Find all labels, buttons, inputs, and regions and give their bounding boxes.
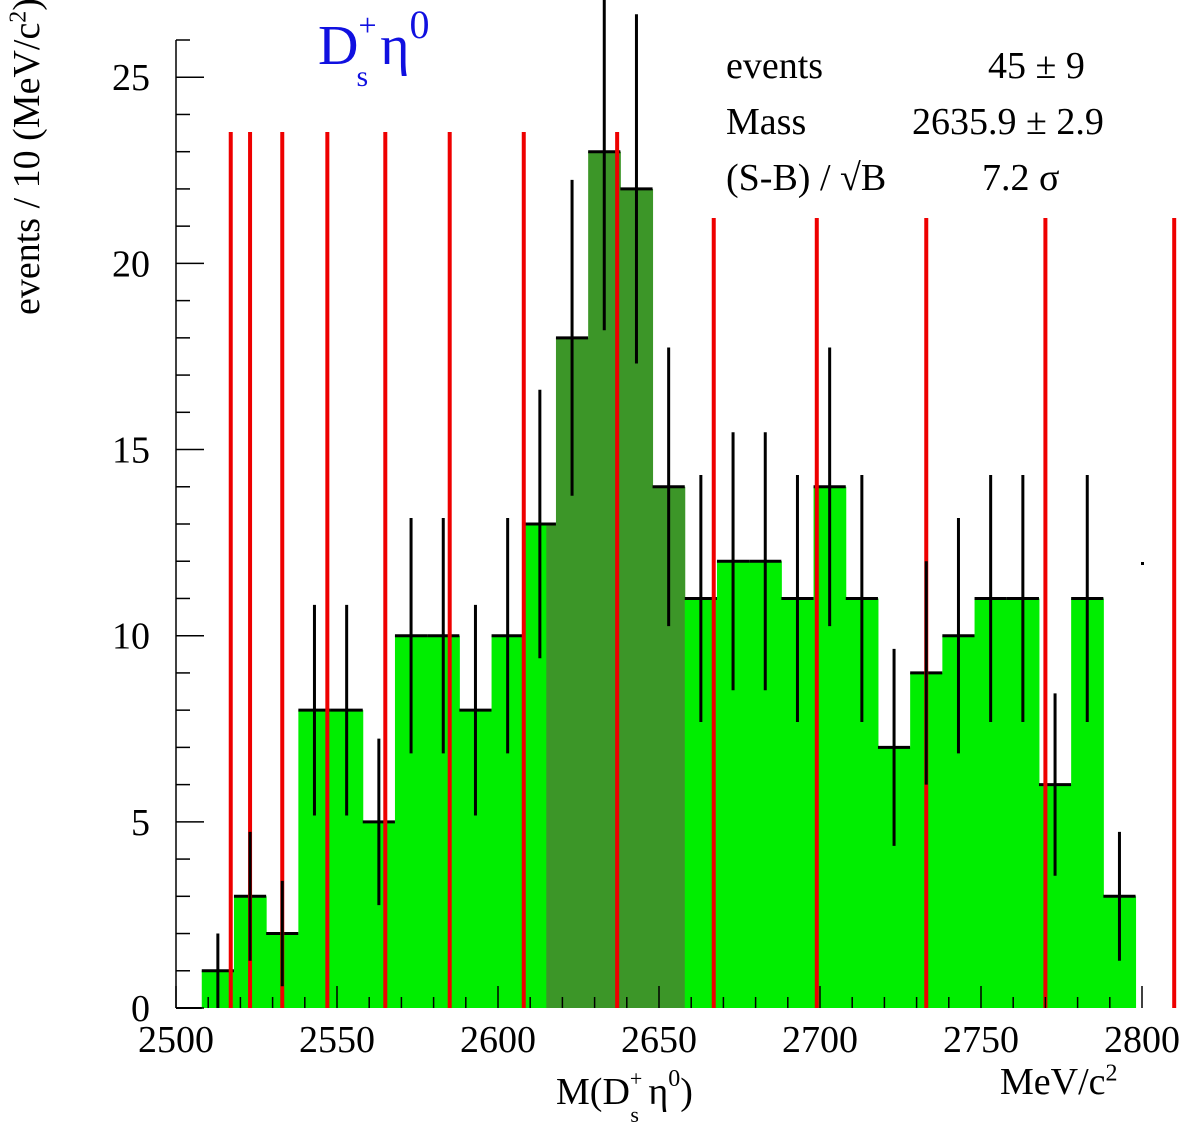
y-tick-label: 20 [112,243,150,285]
stat-mass-value: 2635.9 ± 2.9 [912,101,1104,143]
tick-labels: 0 5 10 15 20 25 2500 2550 2600 2650 2700 2750 2800 [112,57,1180,1061]
title-sup: + [358,7,377,43]
x-tick-label: 2700 [782,1019,858,1061]
histogram-bar [523,524,547,1008]
y-tick-label: 0 [131,988,150,1030]
y-axis-label: events / 10 (MeV/c2) [5,0,48,315]
stat-events-label: events [726,45,824,87]
title-sub: s [356,60,369,93]
histogram-bar [546,524,557,1008]
x-tick-label: 2500 [138,1019,214,1061]
axes [175,39,1144,1009]
y-tick-label: 25 [112,57,150,99]
marker-dot [1141,562,1144,565]
stat-signif-value: 7.2 σ [982,157,1060,199]
stat-mass-label: Mass [726,101,807,143]
stat-events-value: 45 ± 9 [988,45,1085,87]
y-tick-label: 10 [112,616,150,658]
chart-title: D+ s η0 [318,5,429,92]
x-tick-label: 2650 [621,1019,697,1061]
y-tick-label: 15 [112,430,150,472]
y-tick-label: 5 [131,802,150,844]
x-tick-label: 2550 [299,1019,375,1061]
title-particle: η [380,15,410,77]
error-bars [216,0,1121,1008]
x-tick-label: 2750 [943,1019,1019,1061]
x-axis-label: M(D+s η0) [556,1066,693,1127]
x-tick-label: 2600 [460,1019,536,1061]
x-axis-unit: MeV/c2 [1000,1060,1118,1103]
red-vertical-lines [228,132,1177,1008]
stat-signif-label: (S-B) / √B [726,157,887,199]
x-tick-label: 2800 [1104,1019,1180,1061]
title-particle-sup: 0 [409,2,430,47]
title-main: D [318,15,359,77]
